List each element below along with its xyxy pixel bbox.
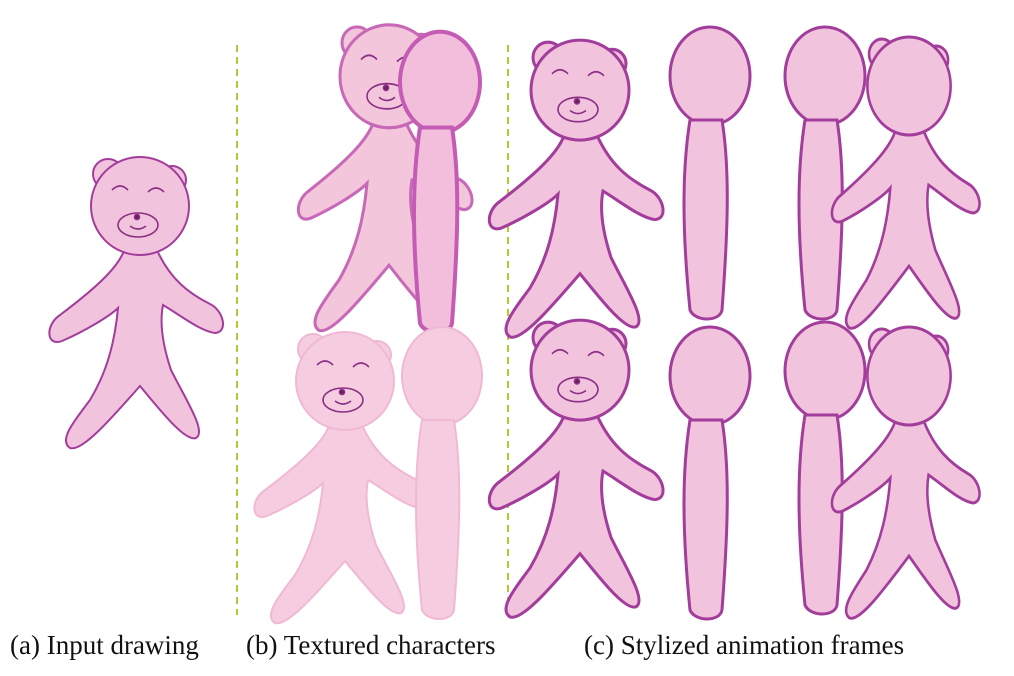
input-drawing-bear xyxy=(48,156,225,450)
animation-frame-3-bottom xyxy=(783,320,867,616)
textured-side-bottom xyxy=(401,326,483,620)
animation-frame-3-top xyxy=(783,25,867,321)
caption-b: (b) Textured characters xyxy=(246,630,496,660)
animation-frame-1-top xyxy=(487,38,665,339)
animation-frame-1-bottom xyxy=(487,318,665,619)
animation-frame-2-top xyxy=(668,25,752,321)
caption-a: (a) Input drawing xyxy=(10,630,199,660)
animation-frame-2-bottom xyxy=(668,325,752,621)
caption-c: (c) Stylized animation frames xyxy=(584,630,905,660)
